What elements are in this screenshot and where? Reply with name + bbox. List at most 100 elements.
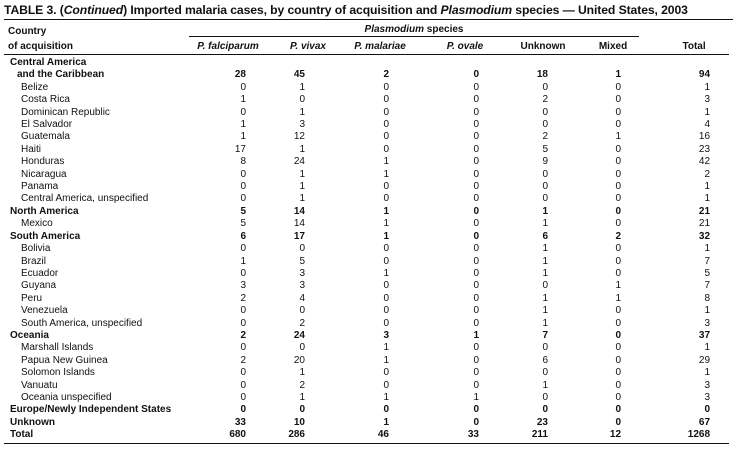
value-cell: 1 xyxy=(383,230,389,242)
value-cell: 1 xyxy=(542,305,548,317)
table-row: Central America xyxy=(4,55,729,70)
value-cell: 45 xyxy=(293,69,305,81)
value-cell: 1 xyxy=(542,267,548,279)
column-header-vivax: P. vivax xyxy=(267,36,329,55)
value-cell: 0 xyxy=(615,354,622,366)
value-cell: 0 xyxy=(383,255,389,267)
value-cell: 0 xyxy=(383,243,389,255)
value-cell: 12 xyxy=(567,429,640,444)
value-cell: 1 xyxy=(240,255,246,267)
value-cell: 42 xyxy=(698,156,711,168)
country-header-line2: of acquisition xyxy=(4,36,189,55)
value-cell: 5 xyxy=(704,267,711,279)
value-cell: 0 xyxy=(542,168,548,180)
table-row: Unknown 33 10 1 0 23 0 67 xyxy=(4,417,729,429)
value-cell: 3 xyxy=(240,280,246,292)
value-cell: 0 xyxy=(542,391,548,403)
table-row: Central America, unspecified 0 1 0 0 0 0 1 xyxy=(4,193,729,205)
value-cell: 16 xyxy=(698,131,711,143)
value-cell: 12 xyxy=(293,131,305,143)
value-cell: 0 xyxy=(383,94,389,106)
country-label: Panama xyxy=(21,181,59,193)
table-header: Country Plasmodium species of acquisitio… xyxy=(4,20,730,55)
country-label: El Salvador xyxy=(21,119,73,131)
value-cell: 0 xyxy=(473,119,479,131)
value-cell: 1 xyxy=(383,205,389,217)
column-header-falciparum: P. falciparum xyxy=(189,36,267,55)
value-cell: 2 xyxy=(240,354,246,366)
value-cell: 0 xyxy=(240,181,246,193)
value-cell: 8 xyxy=(240,156,246,168)
value-cell: 0 xyxy=(299,404,305,416)
table-row: Honduras 8 24 1 0 9 0 42 xyxy=(4,156,729,168)
value-cell: 0 xyxy=(473,404,479,416)
table-row: Vanuatu 0 2 0 0 1 0 3 xyxy=(4,380,729,392)
value-cell: 0 xyxy=(240,379,246,391)
value-cell: 21 xyxy=(698,218,711,230)
country-label: Brazil xyxy=(21,255,47,267)
value-cell: 1 xyxy=(473,391,479,403)
value-cell: 0 xyxy=(240,404,246,416)
value-cell: 20 xyxy=(293,354,305,366)
value-cell: 0 xyxy=(473,218,479,230)
value-cell: 0 xyxy=(383,280,389,292)
value-cell xyxy=(567,55,639,70)
value-cell: 0 xyxy=(473,205,479,217)
header-group-row: Country Plasmodium species xyxy=(4,20,729,37)
value-cell: 1 xyxy=(542,317,548,329)
value-cell: 1 xyxy=(615,292,622,304)
value-cell: 1 xyxy=(299,81,305,93)
value-cell: 0 xyxy=(542,342,548,354)
value-cell: 0 xyxy=(240,317,246,329)
value-cell: 0 xyxy=(473,69,479,81)
value-cell: 0 xyxy=(615,404,622,416)
value-cell: 17 xyxy=(234,143,246,155)
value-cell: 3 xyxy=(704,317,711,329)
country-label: South America, unspecified xyxy=(21,317,143,329)
value-cell: 0 xyxy=(240,305,246,317)
value-cell: 0 xyxy=(615,416,622,428)
title-divider xyxy=(4,19,733,20)
value-cell: 0 xyxy=(473,367,479,379)
value-cell: 0 xyxy=(240,391,246,403)
value-cell: 0 xyxy=(542,193,548,205)
value-cell: 2 xyxy=(542,131,548,143)
value-cell: 0 xyxy=(473,243,479,255)
table-row: Total 680 286 46 33 211 12 1268 xyxy=(4,429,730,444)
value-cell: 1 xyxy=(542,243,548,255)
value-cell: 0 xyxy=(473,230,479,242)
country-label: Venezuela xyxy=(21,305,68,317)
value-cell: 1 xyxy=(299,168,305,180)
table-row: Ecuador 0 3 1 0 1 0 5 xyxy=(4,268,729,280)
column-header-ovale: P. ovale xyxy=(411,36,499,55)
value-cell: 0 xyxy=(473,143,479,155)
value-cell: 0 xyxy=(240,243,246,255)
value-cell: 0 xyxy=(615,193,622,205)
value-cell: 0 xyxy=(473,156,479,168)
value-cell: 94 xyxy=(698,69,711,81)
species-group-rest: species xyxy=(424,24,464,35)
column-header-malariae: P. malariae xyxy=(329,36,411,55)
value-cell: 0 xyxy=(473,131,479,143)
value-cell: 1 xyxy=(542,218,548,230)
value-cell: 0 xyxy=(240,106,246,118)
country-label: Marshall Islands xyxy=(21,342,94,354)
value-cell: 0 xyxy=(615,391,622,403)
value-cell: 1 xyxy=(704,193,711,205)
value-cell: 1 xyxy=(542,255,548,267)
value-cell: 0 xyxy=(704,404,711,416)
country-label: Guyana xyxy=(21,280,57,292)
value-cell: 6 xyxy=(240,230,246,242)
value-cell: 680 xyxy=(189,429,267,444)
value-cell: 0 xyxy=(473,181,479,193)
country-label: Papua New Guinea xyxy=(21,354,108,366)
value-cell: 21 xyxy=(698,205,711,217)
title-prefix: TABLE 3. ( xyxy=(4,3,64,17)
value-cell xyxy=(329,55,411,70)
country-label: Dominican Republic xyxy=(21,106,110,118)
value-cell: 0 xyxy=(299,305,305,317)
table-row: Venezuela 0 0 0 0 1 0 1 xyxy=(4,305,729,317)
value-cell: 0 xyxy=(383,81,389,93)
value-cell: 1 xyxy=(704,106,711,118)
value-cell: 46 xyxy=(329,429,411,444)
